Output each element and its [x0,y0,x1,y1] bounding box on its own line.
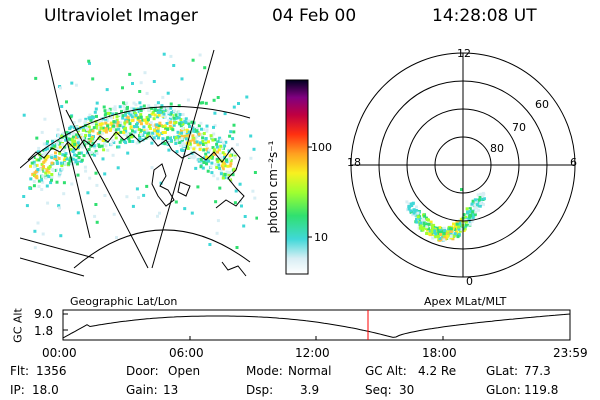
polar-plot [350,52,576,278]
glon-label: GLon: [486,383,521,397]
mlat-label-80: 80 [490,142,504,155]
glat-label: GLat: [486,364,519,378]
ip-value: 18.0 [32,383,59,397]
latitude-arc-outer [20,106,251,169]
glat-value: 77.3 [524,364,551,378]
mlat-label-70: 70 [512,121,526,134]
latitude-arc-inner [73,229,251,269]
coastline-island [177,181,191,197]
coastline [27,131,245,209]
time-label-0600: 06:00 [169,346,204,360]
gain-label: Gain: [126,383,158,397]
flt-value: 1356 [36,364,67,378]
geographic-map [20,49,258,277]
left-panel-caption: Geographic Lat/Lon [70,295,178,308]
gc-alt-value: 4.2 Re [418,364,457,378]
mlt-label-18: 18 [347,156,361,169]
meridian-line [47,59,91,239]
mlt-label-6: 6 [570,156,577,169]
mlt-label-0: 0 [466,275,473,288]
altitude-plot [62,309,571,341]
altitude-axis-label-wrap: GC Alt [2,308,34,343]
altitude-plot-frame [62,309,571,341]
altitude-tick-label-9: 9.0 [34,307,54,321]
image-date: 04 Feb 00 [272,6,357,26]
mlt-label-12: 12 [457,47,471,60]
mode-value: Normal [288,364,332,378]
gc-alt-label: GC Alt: [365,364,407,378]
altitude-tick-label-1-8: 1.8 [34,324,54,338]
glon-value: 119.8 [524,383,559,397]
colorbar-label: photon cm⁻²s⁻¹ [266,140,280,234]
image-time: 14:28:08 UT [432,6,537,26]
colorbar-tick-label-100: 100 [311,141,332,154]
colorbar-tick-label-10: 10 [314,231,328,244]
altitude-axis-label: GC Alt [11,308,25,343]
time-label-1800: 18:00 [422,346,457,360]
time-label-2359: 23:59 [553,346,588,360]
meridian-line [20,237,95,259]
flt-label: Flt: [10,364,29,378]
seq-label: Seq: [365,383,392,397]
ip-label: IP: [10,383,25,397]
door-value: Open [168,364,201,378]
dsp-label: Dsp: [246,383,274,397]
seq-value: 30 [399,383,415,397]
aurora-emission-left [22,52,258,250]
meridian-line [20,257,85,277]
time-label-0000: 00:00 [42,346,77,360]
time-label-1200: 12:00 [295,346,330,360]
gain-value: 13 [163,383,179,397]
mlat-label-60: 60 [535,98,549,111]
coastline-island [151,163,175,207]
coastline [221,261,247,277]
meridian-line [151,49,215,269]
colorbar [285,79,309,275]
aurora-emission-polar [405,188,486,242]
door-label: Door: [126,364,159,378]
right-panel-caption: Apex MLat/MLT [424,295,507,308]
altitude-curve [62,313,571,339]
imager-title: Ultraviolet Imager [44,6,198,26]
meridian-line [65,109,149,269]
mode-label: Mode: [246,364,283,378]
dsp-value: 3.9 [300,383,320,397]
